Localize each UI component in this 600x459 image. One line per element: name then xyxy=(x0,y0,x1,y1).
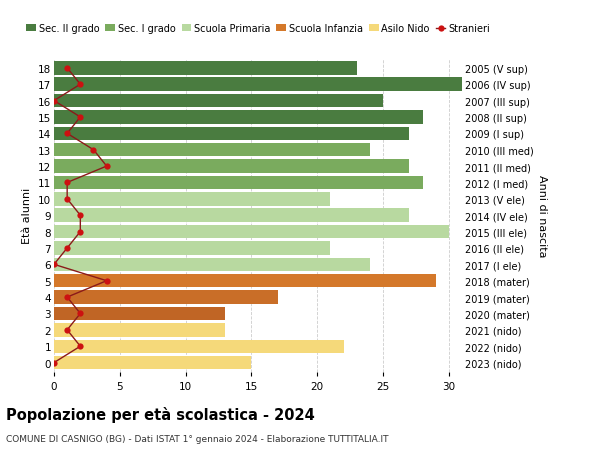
Bar xyxy=(54,160,409,174)
Bar xyxy=(54,291,278,304)
Bar xyxy=(54,356,251,369)
Bar xyxy=(54,193,331,206)
Bar xyxy=(54,225,449,239)
Bar xyxy=(54,209,409,223)
Bar xyxy=(54,307,225,320)
Bar xyxy=(54,242,331,255)
Bar xyxy=(54,324,225,337)
Bar xyxy=(54,258,370,271)
Bar xyxy=(54,274,436,288)
Bar xyxy=(54,340,344,353)
Bar xyxy=(54,111,422,124)
Bar xyxy=(54,127,409,141)
Bar xyxy=(54,176,422,190)
Bar xyxy=(54,95,383,108)
Text: Popolazione per età scolastica - 2024: Popolazione per età scolastica - 2024 xyxy=(6,406,315,422)
Bar xyxy=(54,144,370,157)
Y-axis label: Anni di nascita: Anni di nascita xyxy=(538,174,547,257)
Bar xyxy=(54,62,357,75)
Y-axis label: Età alunni: Età alunni xyxy=(22,188,32,244)
Bar xyxy=(54,78,462,92)
Legend: Sec. II grado, Sec. I grado, Scuola Primaria, Scuola Infanzia, Asilo Nido, Stran: Sec. II grado, Sec. I grado, Scuola Prim… xyxy=(26,24,490,34)
Text: COMUNE DI CASNIGO (BG) - Dati ISTAT 1° gennaio 2024 - Elaborazione TUTTITALIA.IT: COMUNE DI CASNIGO (BG) - Dati ISTAT 1° g… xyxy=(6,434,389,443)
